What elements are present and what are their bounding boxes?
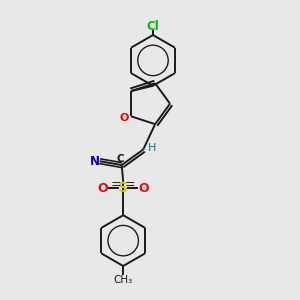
Text: CH₃: CH₃ — [114, 275, 133, 285]
Text: =: = — [111, 178, 121, 191]
Text: C: C — [116, 154, 124, 164]
Text: Cl: Cl — [147, 20, 159, 33]
Text: H: H — [147, 143, 156, 153]
Text: O: O — [97, 182, 108, 195]
Text: N: N — [90, 155, 100, 168]
Text: =: = — [125, 178, 136, 191]
Text: S: S — [118, 182, 128, 195]
Text: O: O — [139, 182, 149, 195]
Text: O: O — [120, 113, 129, 123]
